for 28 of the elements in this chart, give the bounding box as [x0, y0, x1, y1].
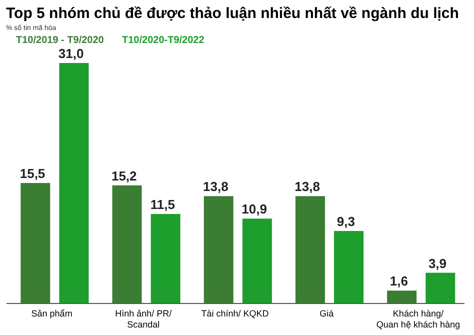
data-label: 15,5 [20, 166, 46, 181]
data-label: 11,5 [150, 196, 175, 212]
bar [426, 272, 456, 303]
data-label: 15,2 [111, 168, 137, 184]
x-tick-label: Sản phẩm [31, 308, 72, 318]
x-tick-label: Giá [320, 308, 334, 318]
data-label: 10,9 [242, 202, 267, 217]
bar [204, 196, 234, 303]
bar [387, 290, 417, 303]
bar [112, 185, 142, 303]
chart-title: Top 5 nhóm chủ đề được thảo luận nhiều nhất về ngành du lịch [6, 5, 459, 22]
data-label: 13,8 [294, 179, 320, 194]
data-label: 31,0 [58, 46, 84, 61]
x-tick-label: Hình ảnh/ PR/ Scandal [115, 308, 172, 330]
text: T10/2020-T9/2022 [122, 35, 205, 46]
x-tick-label: Tài chính/ KQKD [201, 308, 270, 318]
bar [150, 214, 180, 303]
bar [242, 218, 272, 303]
data-label: 3,9 [428, 256, 447, 271]
bar [20, 183, 50, 303]
bar [334, 231, 364, 303]
data-label: 13,8 [203, 179, 228, 194]
x-tick-label: Khách hàng/ Quan hệ khách hàng [376, 308, 460, 330]
text: T10/2019 - T9/2020 [16, 35, 104, 46]
bar [59, 63, 89, 303]
data-label: 1,6 [390, 274, 408, 289]
data-label: 9,3 [336, 214, 355, 229]
bar [295, 196, 325, 303]
